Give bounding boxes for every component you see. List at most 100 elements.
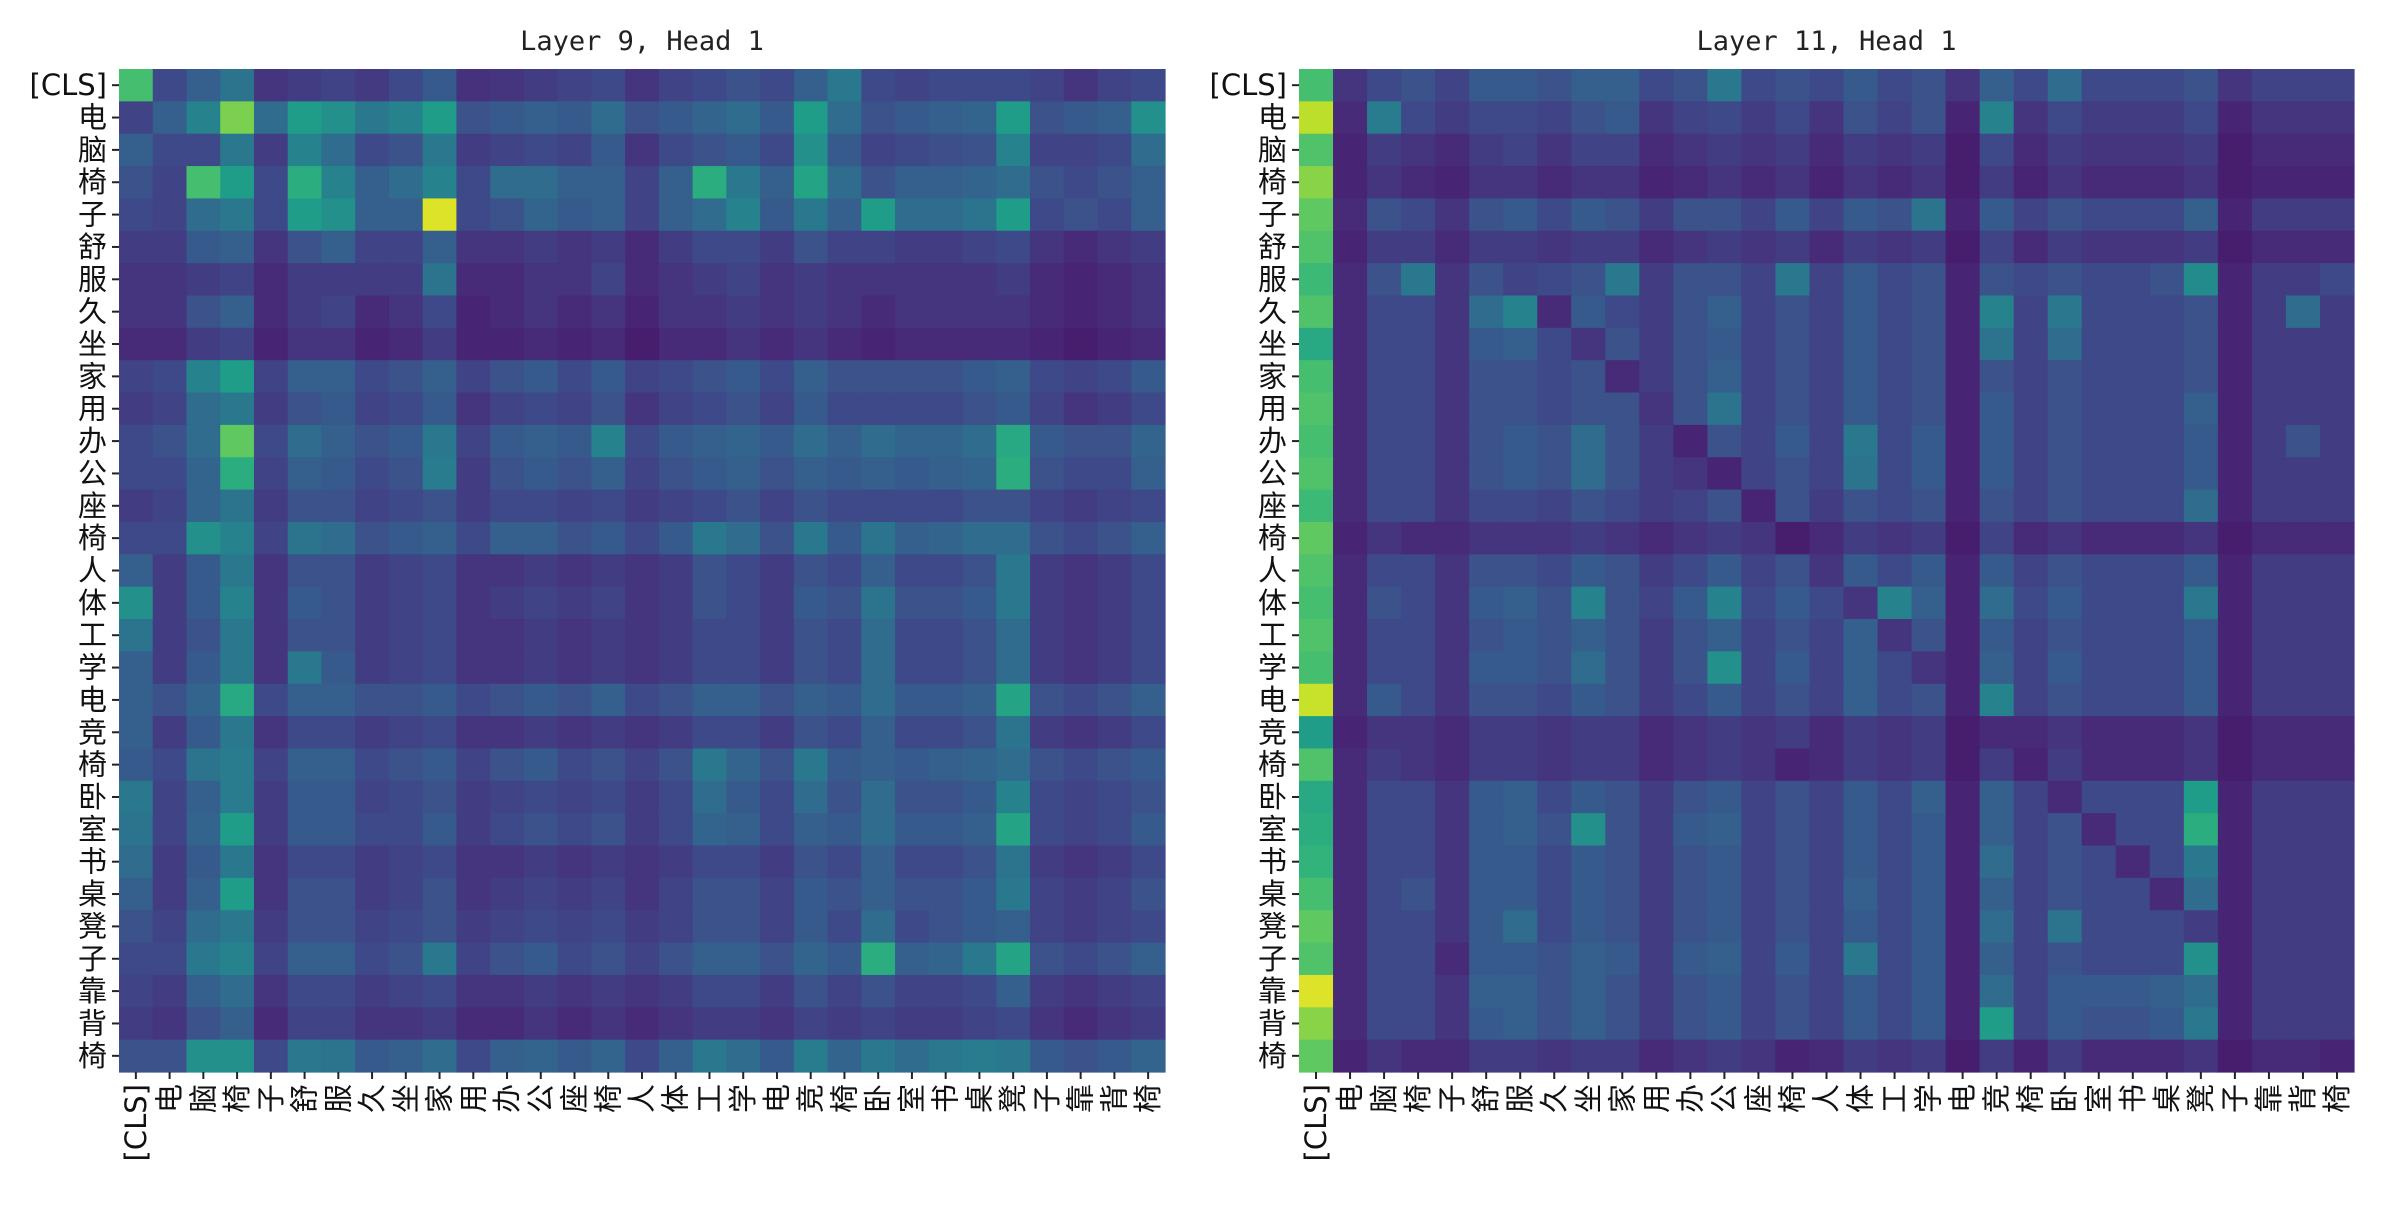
heatmap-cell bbox=[1809, 392, 1845, 426]
heatmap-cell bbox=[726, 166, 761, 200]
y-tick-label: 卧 bbox=[1258, 780, 1287, 814]
heatmap-cell bbox=[928, 877, 964, 911]
heatmap-cell bbox=[2047, 230, 2083, 264]
heatmap-cell bbox=[591, 424, 626, 458]
heatmap-cell bbox=[1911, 1039, 1947, 1073]
heatmap-cell bbox=[1877, 554, 1913, 588]
heatmap-cell bbox=[962, 424, 997, 458]
y-tick-label: 办 bbox=[78, 424, 107, 458]
y-tick-label: 凳 bbox=[78, 909, 107, 943]
heatmap-cell bbox=[1639, 651, 1674, 685]
heatmap-cell bbox=[658, 910, 694, 944]
heatmap-cell bbox=[1945, 133, 1981, 167]
heatmap-cell bbox=[1605, 651, 1640, 685]
heatmap-cell bbox=[557, 716, 592, 750]
heatmap-cell bbox=[321, 133, 356, 167]
heatmap-cell bbox=[1843, 554, 1879, 588]
heatmap-cell bbox=[1843, 748, 1879, 782]
heatmap-cell bbox=[1979, 877, 2015, 911]
heatmap-cell bbox=[2251, 133, 2287, 167]
heatmap-cell bbox=[321, 263, 356, 297]
heatmap-cell bbox=[355, 942, 390, 976]
heatmap-cell bbox=[1673, 1007, 1708, 1041]
heatmap-cell bbox=[490, 101, 525, 135]
heatmap-cell bbox=[321, 877, 356, 911]
heatmap-cell bbox=[1503, 263, 1538, 297]
heatmap-cell bbox=[1741, 392, 1777, 426]
y-tick-label: 竞 bbox=[78, 715, 107, 749]
heatmap-cell bbox=[321, 198, 356, 232]
heatmap-cell bbox=[726, 327, 761, 361]
heatmap-cell bbox=[1979, 974, 2015, 1008]
y-tick-label: 背 bbox=[78, 1006, 107, 1040]
heatmap-cell bbox=[490, 716, 525, 750]
heatmap-cell bbox=[1707, 198, 1743, 232]
heatmap-cell bbox=[1097, 392, 1132, 426]
heatmap-cell bbox=[793, 166, 829, 200]
heatmap-cell bbox=[1435, 360, 1470, 394]
heatmap-cell bbox=[1673, 748, 1708, 782]
heatmap-cell bbox=[1639, 974, 1674, 1008]
heatmap-cell bbox=[658, 1007, 694, 1041]
heatmap-cell bbox=[1945, 327, 1981, 361]
heatmap-cell bbox=[1469, 683, 1504, 717]
heatmap-cell bbox=[1979, 521, 2015, 555]
heatmap-cell bbox=[523, 424, 559, 458]
heatmap-cell bbox=[1063, 651, 1099, 685]
y-tick-label: 凳 bbox=[1258, 909, 1287, 943]
heatmap-cell bbox=[253, 489, 289, 523]
heatmap-cell bbox=[2217, 198, 2253, 232]
heatmap-cell bbox=[355, 910, 390, 944]
heatmap-cell bbox=[1945, 392, 1981, 426]
heatmap-cell bbox=[895, 101, 930, 135]
heatmap-cell bbox=[1097, 586, 1132, 620]
heatmap-cell bbox=[928, 586, 964, 620]
heatmap-cell bbox=[1673, 360, 1708, 394]
heatmap-cell bbox=[1911, 554, 1947, 588]
heatmap-cell bbox=[1401, 360, 1436, 394]
heatmap-cell bbox=[1911, 360, 1947, 394]
heatmap-cell bbox=[2183, 521, 2219, 555]
heatmap-cell bbox=[1877, 845, 1913, 879]
heatmap-cell bbox=[2217, 1039, 2253, 1073]
heatmap-cell bbox=[1639, 133, 1674, 167]
heatmap-cell bbox=[625, 716, 660, 750]
heatmap-cell bbox=[2319, 780, 2355, 814]
heatmap-cell bbox=[827, 716, 862, 750]
heatmap-cell bbox=[186, 877, 221, 911]
heatmap-cell bbox=[1063, 683, 1099, 717]
heatmap-cell bbox=[1435, 942, 1470, 976]
heatmap-cell bbox=[1843, 619, 1879, 652]
heatmap-cell bbox=[1809, 716, 1845, 750]
heatmap-cell bbox=[1707, 586, 1743, 620]
heatmap-cell bbox=[1911, 327, 1947, 361]
heatmap-cell bbox=[1877, 716, 1913, 750]
heatmap-cell bbox=[726, 457, 761, 491]
heatmap-cell bbox=[1809, 942, 1845, 976]
heatmap-cell bbox=[1877, 877, 1913, 911]
heatmap-cell bbox=[1639, 457, 1674, 491]
heatmap-cell bbox=[557, 554, 592, 588]
heatmap-cell bbox=[1605, 1007, 1640, 1041]
heatmap-cell bbox=[119, 521, 154, 555]
heatmap-cell bbox=[119, 295, 154, 329]
heatmap-cell bbox=[1469, 133, 1504, 167]
heatmap-cell bbox=[490, 230, 525, 264]
heatmap-cell bbox=[1097, 1039, 1132, 1073]
heatmap-cell bbox=[2285, 974, 2321, 1008]
heatmap-cell bbox=[152, 230, 188, 264]
heatmap-cell bbox=[422, 877, 458, 911]
heatmap-cell bbox=[1741, 619, 1777, 652]
heatmap-cell bbox=[1299, 619, 1334, 652]
x-tick-label: 椅 bbox=[1131, 1084, 1165, 1113]
heatmap-cell bbox=[692, 327, 727, 361]
heatmap-cell bbox=[1605, 910, 1640, 944]
heatmap-cell bbox=[2081, 230, 2117, 264]
heatmap-cell bbox=[1537, 877, 1572, 911]
heatmap-cell bbox=[2115, 327, 2151, 361]
heatmap-cell bbox=[861, 263, 896, 297]
heatmap-cell bbox=[2115, 716, 2151, 750]
heatmap-cell bbox=[220, 521, 255, 555]
heatmap-cell bbox=[456, 1007, 491, 1041]
heatmap-cell bbox=[287, 910, 323, 944]
